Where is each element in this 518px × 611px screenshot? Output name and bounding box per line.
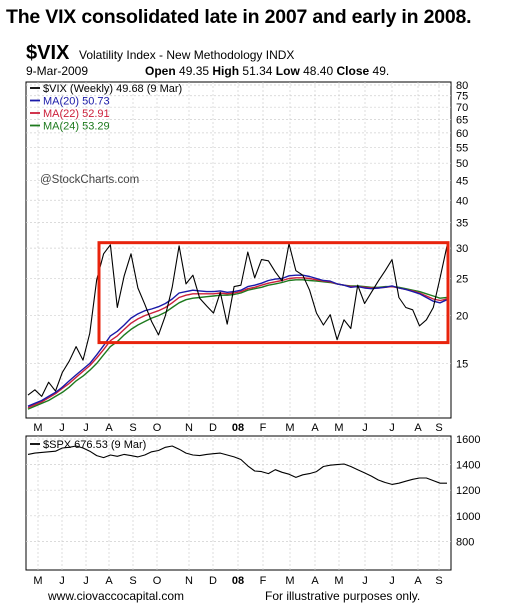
vix-x-tick-label: A xyxy=(105,422,113,434)
spx-y-tick-label: 1000 xyxy=(456,511,480,523)
quote-date: 9-Mar-2009 xyxy=(26,64,89,78)
vix-x-tick-label: S xyxy=(435,422,442,434)
vix-x-tick-label: S xyxy=(129,422,136,434)
vix-x-tick-label: J xyxy=(83,422,89,434)
legend-label-ma24: MA(24) 53.29 xyxy=(43,121,110,133)
ohlc-readout: Open 49.35 High 51.34 Low 48.40 Close 49… xyxy=(145,64,389,78)
symbol: $VIX xyxy=(26,42,70,64)
vix-x-tick-label: A xyxy=(311,422,319,434)
legend-label-ma20: MA(20) 50.73 xyxy=(43,96,110,108)
vix-series-ma20 xyxy=(27,274,448,407)
spx-x-tick-label: O xyxy=(153,575,162,587)
vix-x-tick-label: O xyxy=(153,422,162,434)
spx-x-tick-label: F xyxy=(260,575,267,587)
legend-label-vix: $VIX (Weekly) 49.68 (9 Mar) xyxy=(43,83,182,95)
spx-x-tick-label: J xyxy=(59,575,65,587)
spx-x-tick-label: S xyxy=(129,575,136,587)
footer-website: www.ciovaccocapital.com xyxy=(48,589,185,603)
vix-x-tick-label: D xyxy=(209,422,217,434)
close-label: Close xyxy=(336,64,370,78)
vix-x-tick-label: F xyxy=(260,422,267,434)
vix-x-tick-label: 08 xyxy=(232,422,244,434)
vix-x-tick-label: M xyxy=(334,422,343,434)
footer-disclaimer: For illustrative purposes only. xyxy=(265,589,421,603)
spx-x-tick-label: N xyxy=(185,575,193,587)
high-label: High xyxy=(212,64,240,78)
vix-y-tick-label: 20 xyxy=(456,311,468,323)
vix-y-tick-label: 55 xyxy=(456,142,468,154)
spx-x-tick-label: M xyxy=(334,575,343,587)
vix-x-tick-label: M xyxy=(33,422,42,434)
consolidation-highlight-box xyxy=(97,241,450,345)
spx-x-tick-label: A xyxy=(414,575,422,587)
spx-x-tick-label: J xyxy=(389,575,395,587)
spx-x-tick-label: S xyxy=(435,575,442,587)
low-label: Low xyxy=(275,64,300,78)
vix-x-tick-label: M xyxy=(285,422,294,434)
vix-x-tick-label: J xyxy=(59,422,65,434)
vix-y-tick-label: 60 xyxy=(456,128,468,140)
vix-x-tick-label: A xyxy=(414,422,422,434)
vix-y-tick-label: 35 xyxy=(456,217,468,229)
vix-y-tick-label: 15 xyxy=(456,358,468,370)
vix-y-tick-label: 45 xyxy=(456,176,468,188)
open-label: Open xyxy=(145,64,176,78)
spx-x-tick-label: M xyxy=(285,575,294,587)
spx-y-tick-label: 1200 xyxy=(456,485,480,497)
vix-plot-area xyxy=(25,81,452,419)
vix-y-tick-label: 80 xyxy=(456,80,468,92)
spx-y-tick-label: 1400 xyxy=(456,460,480,472)
spx-x-tick-label: M xyxy=(33,575,42,587)
spx-x-tick-label: J xyxy=(83,575,89,587)
vix-x-tick-label: N xyxy=(185,422,193,434)
legend-label-ma22: MA(22) 52.91 xyxy=(43,108,110,120)
vix-y-tick-label: 70 xyxy=(456,102,468,114)
vix-y-tick-label: 50 xyxy=(456,158,468,170)
vix-y-tick-label: 75 xyxy=(456,91,468,103)
vix-x-tick-label: J xyxy=(362,422,368,434)
symbol-description: Volatility Index - New Methodology INDX xyxy=(79,48,295,62)
spx-plot-area xyxy=(25,435,452,571)
spx-x-tick-label: 08 xyxy=(232,575,244,587)
vix-y-tick-label: 25 xyxy=(456,273,468,285)
spx-x-tick-label: D xyxy=(209,575,217,587)
spx-x-tick-label: J xyxy=(362,575,368,587)
spx-x-tick-label: A xyxy=(311,575,319,587)
watermark-text: @StockCharts.com xyxy=(40,174,139,186)
vix-y-tick-label: 30 xyxy=(456,243,468,255)
spx-y-tick-label: 1600 xyxy=(456,434,480,446)
low-value: 48.40 xyxy=(303,64,334,78)
legend-label-spx: $SPX 676.53 (9 Mar) xyxy=(43,439,146,451)
vix-y-tick-label: 40 xyxy=(456,195,468,207)
vix-x-tick-label: J xyxy=(389,422,395,434)
open-value: 49.35 xyxy=(179,64,210,78)
high-value: 51.34 xyxy=(242,64,273,78)
spx-y-tick-label: 800 xyxy=(456,536,474,548)
close-value: 49. xyxy=(372,64,390,78)
spx-x-tick-label: A xyxy=(105,575,113,587)
headline: The VIX consolidated late in 2007 and ea… xyxy=(6,6,472,28)
vix-y-tick-label: 65 xyxy=(456,115,468,127)
spx-series-line xyxy=(27,445,447,485)
